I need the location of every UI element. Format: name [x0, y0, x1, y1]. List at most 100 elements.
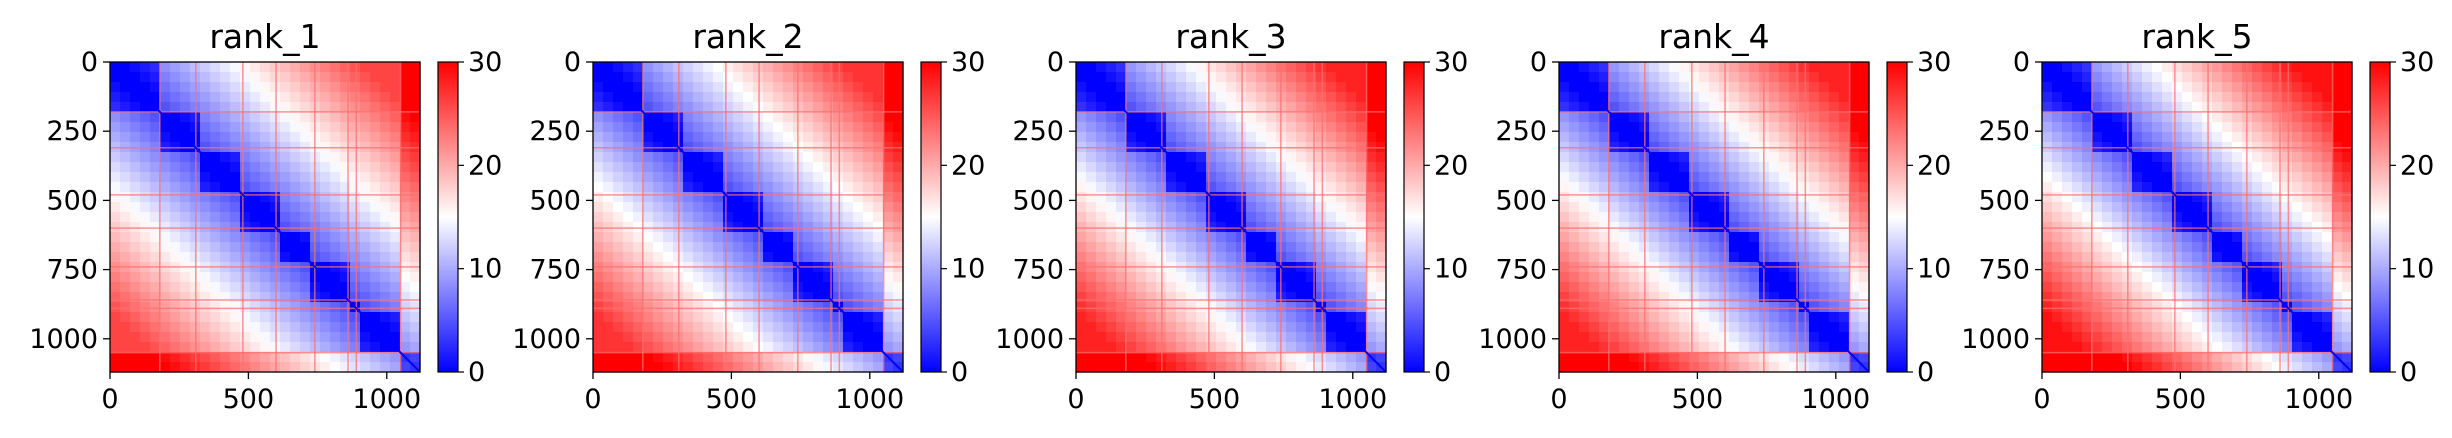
- heatmap-cell: [1336, 332, 1347, 343]
- heatmap-cell: [1699, 272, 1710, 283]
- x-tick-label: 1000: [1318, 384, 1387, 415]
- heatmap-cell: [2152, 232, 2163, 243]
- heatmap-cell: [360, 112, 371, 123]
- heatmap-cell: [200, 312, 211, 323]
- heatmap-cell: [1226, 292, 1237, 303]
- heatmap-cell: [1076, 72, 1087, 83]
- heatmap-cell: [783, 322, 794, 333]
- heatmap-cell: [783, 182, 794, 193]
- heatmap-cell: [683, 322, 694, 333]
- heatmap-cell: [2112, 102, 2123, 113]
- heatmap-cell: [1749, 72, 1760, 83]
- heatmap-cell: [1366, 182, 1377, 193]
- heatmap-cell: [1719, 132, 1730, 143]
- heatmap-cell: [2172, 172, 2183, 183]
- heatmap-cell: [703, 352, 714, 363]
- heatmap-cell: [883, 122, 894, 133]
- heatmap-cell: [140, 272, 151, 283]
- heatmap-cell: [1196, 332, 1207, 343]
- heatmap-cell: [140, 352, 151, 363]
- heatmap-cell: [663, 362, 674, 373]
- heatmap-cell: [360, 352, 371, 363]
- heatmap-cell: [2342, 192, 2353, 203]
- heatmap-cell: [410, 252, 421, 263]
- heatmap-cell: [1779, 302, 1790, 313]
- heatmap-cell: [1196, 122, 1207, 133]
- heatmap-cell: [140, 222, 151, 233]
- heatmap-cell: [1176, 342, 1187, 353]
- heatmap-cell: [1599, 212, 1610, 223]
- heatmap-cell: [663, 122, 674, 133]
- heatmap-cell: [893, 242, 904, 253]
- heatmap-cell: [1649, 342, 1660, 353]
- heatmap-cell: [873, 352, 884, 363]
- heatmap-cell: [653, 152, 664, 163]
- heatmap-cell: [1679, 282, 1690, 293]
- heatmap-cell: [230, 282, 241, 293]
- heatmap-cell: [2192, 62, 2203, 73]
- heatmap-cell: [783, 292, 794, 303]
- heatmap-cell: [330, 252, 341, 263]
- heatmap-cell: [2292, 192, 2303, 203]
- heatmap-cell: [260, 122, 271, 133]
- heatmap-cell: [1196, 322, 1207, 333]
- heatmap-cell: [240, 212, 251, 223]
- heatmap-cell: [643, 212, 654, 223]
- heatmap-cell: [663, 312, 674, 323]
- heatmap-cell: [1679, 122, 1690, 133]
- heatmap-cell: [1326, 152, 1337, 163]
- heatmap-cell: [300, 192, 311, 203]
- heatmap-cell: [683, 192, 694, 203]
- heatmap-cell: [260, 342, 271, 353]
- heatmap-cell: [1859, 72, 1870, 83]
- heatmap-cell: [883, 172, 894, 183]
- heatmap-cell: [2332, 92, 2343, 103]
- heatmap-cell: [893, 252, 904, 263]
- heatmap-cell: [390, 172, 401, 183]
- heatmap-cell: [1729, 242, 1740, 253]
- heatmap-cell: [2342, 332, 2353, 343]
- heatmap-cell: [633, 272, 644, 283]
- heatmap-cell: [693, 352, 704, 363]
- heatmap-cell: [1076, 292, 1087, 303]
- heatmap-cell: [130, 222, 141, 233]
- heatmap-cell: [110, 82, 121, 93]
- heatmap-cell: [1709, 302, 1720, 313]
- heatmap-cell: [643, 122, 654, 133]
- heatmap-cell: [300, 172, 311, 183]
- heatmap-cell: [1829, 312, 1840, 323]
- heatmap-cell: [1689, 322, 1700, 333]
- heatmap-cell: [2232, 332, 2243, 343]
- heatmap-cell: [2152, 92, 2163, 103]
- heatmap-cell: [2272, 152, 2283, 163]
- heatmap-cell: [2152, 312, 2163, 323]
- heatmap-cell: [1849, 292, 1860, 303]
- heatmap-cell: [833, 252, 844, 263]
- heatmap-cell: [1809, 232, 1820, 243]
- heatmap-cell: [1849, 282, 1860, 293]
- heatmap-cell: [2312, 122, 2323, 133]
- heatmap-cell: [1769, 182, 1780, 193]
- heatmap-cell: [1126, 312, 1137, 323]
- heatmap-cell: [2192, 252, 2203, 263]
- heatmap-cell: [633, 282, 644, 293]
- heatmap-cell: [1669, 292, 1680, 303]
- heatmap-cell: [663, 212, 674, 223]
- heatmap-cell: [2282, 182, 2293, 193]
- heatmap-cell: [1306, 62, 1317, 73]
- heatmap-cell: [1719, 102, 1730, 113]
- heatmap-cell: [1669, 272, 1680, 283]
- heatmap-cell: [2102, 202, 2113, 213]
- heatmap-cell: [1246, 182, 1257, 193]
- heatmap-cell: [110, 302, 121, 313]
- heatmap-cell: [2342, 102, 2353, 113]
- heatmap-cell: [743, 232, 754, 243]
- heatmap-cell: [1849, 212, 1860, 223]
- heatmap-cell: [250, 82, 261, 93]
- heatmap-cell: [1146, 112, 1157, 123]
- heatmap-cell: [1569, 322, 1580, 333]
- heatmap-cell: [240, 322, 251, 333]
- heatmap-cell: [683, 82, 694, 93]
- heatmap-cell: [370, 112, 381, 123]
- heatmap-cell: [1366, 152, 1377, 163]
